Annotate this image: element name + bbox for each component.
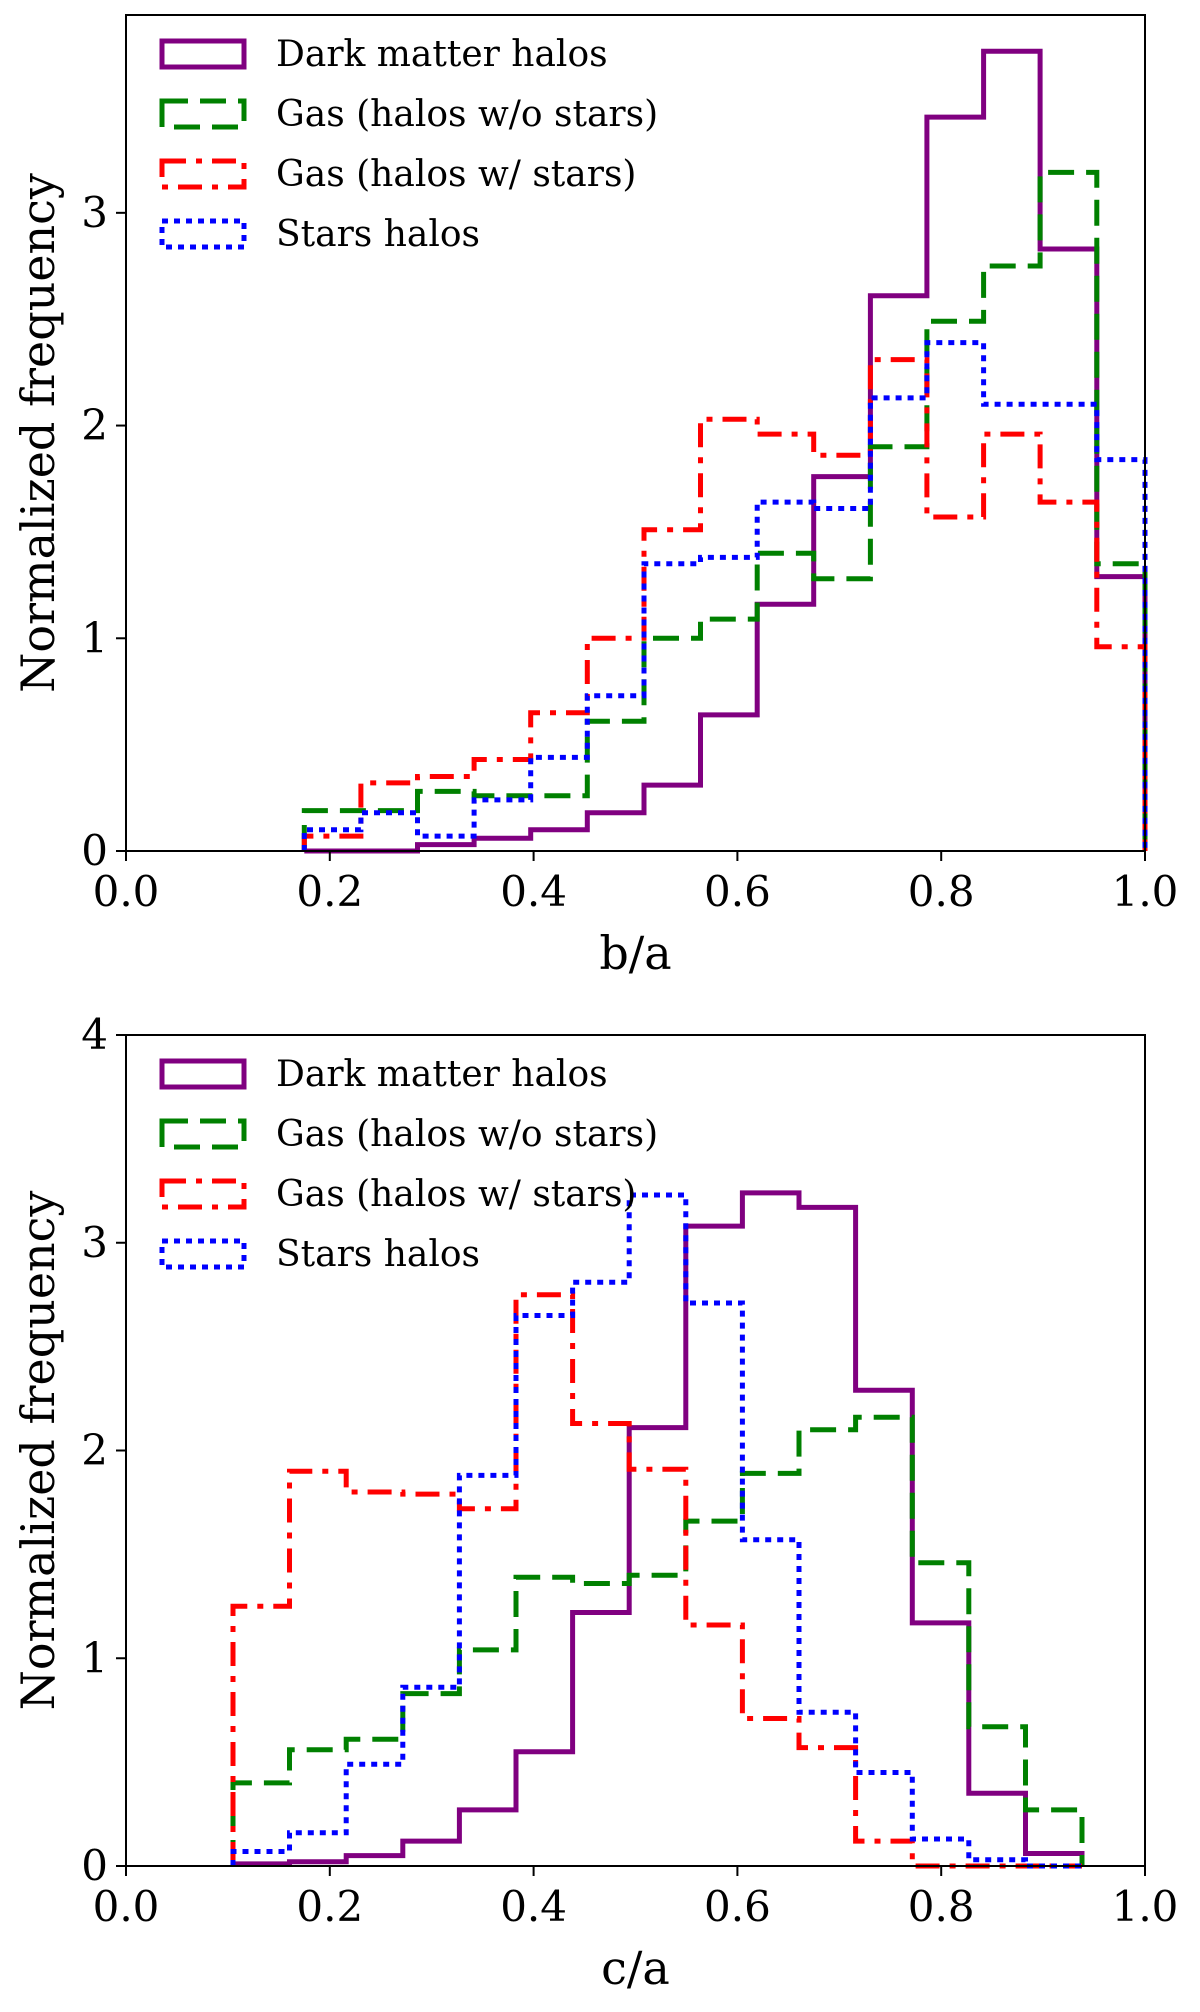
- x-tick-label: 0.4: [500, 867, 567, 916]
- legend-label: Stars halos: [276, 1234, 480, 1275]
- series-stars-halos: [230, 1192, 1082, 1869]
- y-tick-label: 1: [81, 1633, 108, 1682]
- x-tick-label: 0.6: [704, 1882, 771, 1931]
- x-axis-label: b/a: [599, 926, 671, 980]
- legend-swatch: [159, 158, 247, 190]
- y-tick-label: 0: [81, 1841, 108, 1890]
- legend-label: Gas (halos w/ stars): [276, 1174, 636, 1215]
- bottom-panel: 0.0 0.2 0.4 0.6 0.8 1.0 0 1 2 3 4 c/a Normalized fre…: [11, 1010, 1178, 1995]
- series-dark-matter-halos: [230, 1190, 1085, 1867]
- y-tick-label: 0: [81, 826, 108, 875]
- top-panel: 0.0 0.2 0.4 0.6 0.8 1.0 0 1 2 3 b/a Normalized freq…: [11, 14, 1179, 980]
- x-tick-label: 0.8: [908, 1882, 975, 1931]
- series-gas-halos-w-o-stars: [301, 169, 1148, 851]
- series-gas-halos-w-stars: [230, 1292, 1082, 1869]
- series-stars-halos: [301, 340, 1148, 851]
- y-tick-label: 3: [81, 188, 108, 237]
- series-dark-matter-halos: [304, 48, 1148, 854]
- legend-swatch: [159, 38, 247, 70]
- legend-swatch: [159, 218, 247, 250]
- legend: Dark matter halos Gas (halos w/o stars) Ga…: [159, 1054, 658, 1275]
- legend-label: Gas (halos w/ stars): [276, 154, 636, 195]
- series-gas-halos-w-o-stars: [230, 1414, 1085, 1866]
- legend-swatch: [159, 1118, 247, 1150]
- x-tick-label: 0.0: [93, 1882, 160, 1931]
- y-tick-label: 2: [81, 1426, 108, 1475]
- legend-swatch: [159, 1178, 247, 1210]
- series-gas-halos-w-stars: [301, 357, 1148, 851]
- plot-frame: [125, 1034, 1146, 1867]
- x-tick-label: 0.8: [908, 867, 975, 916]
- y-axis-label: Normalized frequency: [11, 173, 65, 693]
- legend-label: Gas (halos w/o stars): [276, 94, 658, 135]
- legend-swatch: [159, 1238, 247, 1270]
- x-tick-label: 1.0: [1112, 1882, 1179, 1931]
- x-axis-label: c/a: [601, 1941, 670, 1995]
- plot-frame: [125, 14, 1146, 852]
- legend-swatch: [159, 1058, 247, 1090]
- legend-label: Dark matter halos: [276, 1054, 608, 1095]
- legend: Dark matter halos Gas (halos w/o stars) Ga…: [159, 34, 658, 255]
- legend-label: Stars halos: [276, 214, 480, 255]
- x-tick-label: 0.6: [704, 867, 771, 916]
- x-tick-label: 0.2: [296, 1882, 363, 1931]
- x-tick-label: 0.0: [93, 867, 160, 916]
- legend-label: Dark matter halos: [276, 34, 608, 75]
- y-axis-label: Normalized frequency: [11, 1191, 65, 1711]
- legend-label: Gas (halos w/o stars): [276, 1114, 658, 1155]
- y-tick-label: 1: [81, 613, 108, 662]
- x-tick-label: 1.0: [1112, 867, 1179, 916]
- y-tick-label: 2: [81, 401, 108, 450]
- x-tick-label: 0.2: [296, 867, 363, 916]
- legend-swatch: [159, 98, 247, 130]
- y-tick-label: 3: [81, 1218, 108, 1267]
- y-tick-label: 4: [81, 1010, 108, 1059]
- x-tick-label: 0.4: [500, 1882, 567, 1931]
